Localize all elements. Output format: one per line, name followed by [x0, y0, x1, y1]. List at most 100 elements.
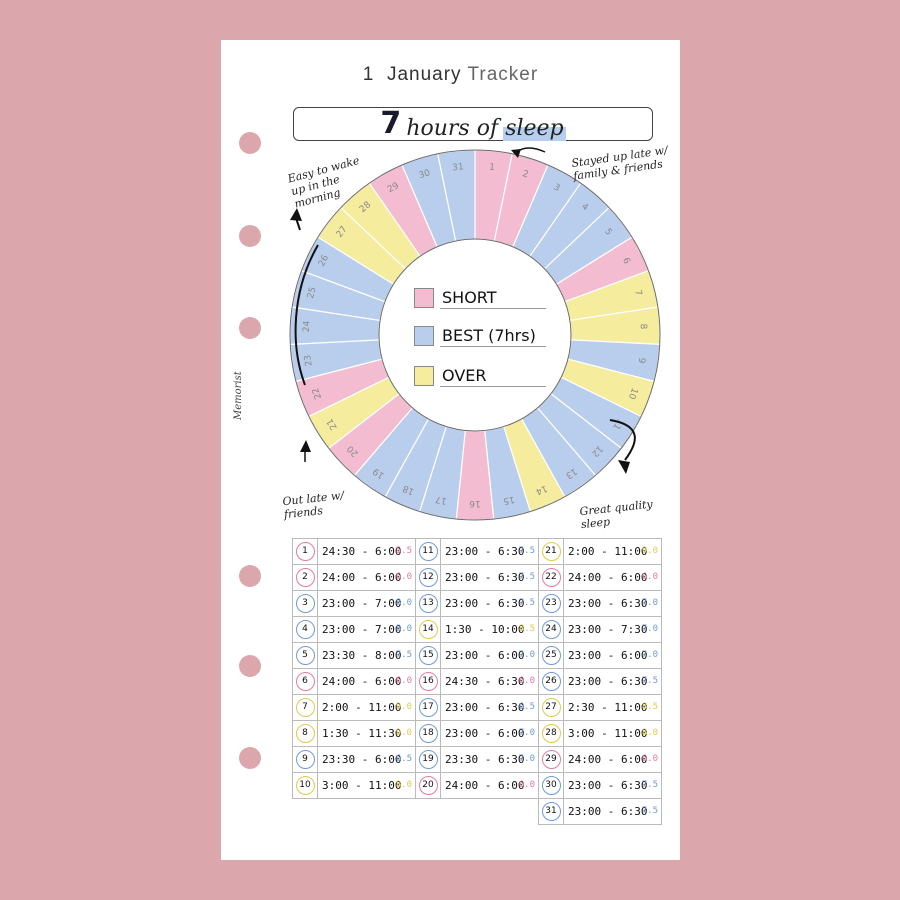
- wheel-day-label: 16: [469, 498, 481, 508]
- sleep-time-cell: 24:00 - 6:00 6.0: [317, 564, 416, 591]
- sleep-hours: 9.0: [641, 546, 658, 556]
- sleep-time-cell: 24:30 - 6:30 6.0: [440, 668, 539, 695]
- sleep-hours: 8.5: [518, 624, 535, 634]
- sleep-time-cell: 23:00 - 7:00 8.0: [317, 616, 416, 643]
- sleep-time-cell: 3:00 - 11:00 8.0: [563, 720, 662, 747]
- empty-cell: [441, 799, 539, 825]
- day-number-cell: 22: [538, 564, 564, 591]
- wheel-day-label: 29: [386, 181, 401, 195]
- day-circle: 16: [418, 672, 438, 691]
- wheel-day-label: 15: [502, 494, 515, 506]
- header-number: 1: [362, 64, 375, 85]
- day-circle: 6: [295, 672, 315, 691]
- day-circle: 8: [295, 724, 315, 743]
- legend-underline: [440, 386, 546, 387]
- sleep-time: 3:00 - 11:00: [568, 727, 648, 740]
- day-circle: 7: [295, 698, 315, 717]
- wheel-day-label: 23: [303, 354, 315, 367]
- day-circle: 21: [541, 542, 561, 561]
- sleep-time-cell: 23:30 - 8:00 7.5: [317, 642, 416, 669]
- sleep-hours: 7.0: [641, 598, 658, 608]
- sleep-time-cell: 1:30 - 11:30 9.0: [317, 720, 416, 747]
- wheel-day-label: 22: [311, 386, 324, 400]
- sleep-time: 23:00 - 6:00: [568, 649, 648, 662]
- sleep-time-cell: 23:00 - 6:30 7.5: [563, 772, 662, 799]
- sleep-time-cell: 1:30 - 10:00 8.5: [440, 616, 539, 643]
- sleep-time-cell: 2:00 - 11:00 9.0: [317, 694, 416, 721]
- sleep-time: 23:00 - 6:30: [568, 805, 648, 818]
- sleep-time-cell: 23:00 - 6:30 7.5: [440, 564, 539, 591]
- sleep-time-cell: 23:00 - 7:00 8.0: [317, 590, 416, 617]
- punch-hole: [239, 565, 261, 587]
- sleep-time: 23:00 - 6:30: [568, 675, 648, 688]
- wheel-day-label: 31: [452, 162, 464, 173]
- sleep-hours: 6.0: [641, 754, 658, 764]
- day-circle: 17: [418, 698, 438, 717]
- empty-cell: [293, 799, 318, 825]
- sleep-time: 23:00 - 6:30: [445, 545, 525, 558]
- sleep-hours: 7.5: [395, 650, 412, 660]
- title-highlight: sleep: [503, 116, 566, 141]
- sleep-hours: 7.5: [518, 546, 535, 556]
- day-circle: 12: [418, 568, 438, 587]
- punch-hole: [239, 225, 261, 247]
- legend-swatch-short: [414, 288, 434, 308]
- day-number-cell: 9: [292, 746, 318, 773]
- day-number-cell: 8: [292, 720, 318, 747]
- day-number-cell: 5: [292, 642, 318, 669]
- sleep-time-cell: 23:00 - 6:30 7.5: [563, 798, 662, 825]
- wheel-day-label: 6: [620, 256, 632, 266]
- sleep-time: 23:00 - 6:30: [445, 701, 525, 714]
- sleep-time: 1:30 - 11:30: [322, 727, 402, 740]
- day-number-cell: 4: [292, 616, 318, 643]
- sleep-hours: 5.5: [395, 546, 412, 556]
- header-tracker: Tracker: [467, 64, 539, 85]
- day-circle: 25: [541, 646, 561, 665]
- wheel-day-label: 9: [636, 357, 647, 364]
- sleep-hours: 8.0: [395, 624, 412, 634]
- day-circle: 28: [541, 724, 561, 743]
- day-circle: 19: [418, 750, 438, 769]
- day-number-cell: 31: [538, 798, 564, 825]
- legend-label-best: BEST (7hrs): [442, 326, 536, 345]
- day-circle: 31: [541, 802, 561, 821]
- sleep-hours: 7.5: [641, 806, 658, 816]
- wheel-day-label: 2: [521, 169, 529, 180]
- sleep-time-cell: 3:00 - 11:00 8.0: [317, 772, 416, 799]
- legend-swatch-best: [414, 326, 434, 346]
- table-row: 3 23:00 - 7:00 8.0 13 23:00 - 6:30 7.5 23 23:00…: [292, 590, 662, 617]
- wheel-day-label: 18: [401, 482, 416, 496]
- legend-label-over: OVER: [442, 366, 487, 385]
- title-text: hours of: [406, 116, 499, 141]
- sleep-time: 23:00 - 6:00: [445, 649, 525, 662]
- table-row: 2 24:00 - 6:00 6.0 12 23:00 - 6:30 7.5 22 24:00…: [292, 564, 662, 591]
- day-number-cell: 12: [415, 564, 441, 591]
- punch-hole: [239, 317, 261, 339]
- sleep-hours: 6.5: [395, 754, 412, 764]
- empty-cell: [318, 799, 416, 825]
- wheel-day-label: 1: [489, 163, 496, 174]
- sleep-hours: 7.0: [518, 728, 535, 738]
- sleep-hours: 6.0: [641, 572, 658, 582]
- sleep-time-cell: 23:30 - 6:30 7.0: [440, 746, 539, 773]
- day-circle: 13: [418, 594, 438, 613]
- sleep-time-cell: 23:00 - 6:30 7.0: [563, 590, 662, 617]
- sleep-hours: 9.0: [395, 728, 412, 738]
- sleep-time: 23:00 - 6:30: [445, 571, 525, 584]
- day-circle: 30: [541, 776, 561, 795]
- sleep-time: 23:00 - 6:00: [445, 727, 525, 740]
- sleep-hours: 7.5: [641, 780, 658, 790]
- day-circle: 4: [295, 620, 315, 639]
- sleep-time: 23:00 - 6:30: [568, 779, 648, 792]
- legend-underline: [440, 308, 546, 309]
- wheel-day-label: 30: [418, 168, 432, 181]
- wheel-day-label: 25: [306, 286, 319, 300]
- sleep-hours: 6.0: [395, 572, 412, 582]
- table-row: 7 2:00 - 11:00 9.0 17 23:00 - 6:30 6.5 27 2:30 …: [292, 694, 662, 721]
- sleep-time: 24:00 - 6:00: [568, 571, 648, 584]
- day-circle: 22: [541, 568, 561, 587]
- day-circle: 2: [295, 568, 315, 587]
- wheel-day-label: 3: [552, 182, 562, 194]
- sleep-time-cell: 2:30 - 11:00 8.5: [563, 694, 662, 721]
